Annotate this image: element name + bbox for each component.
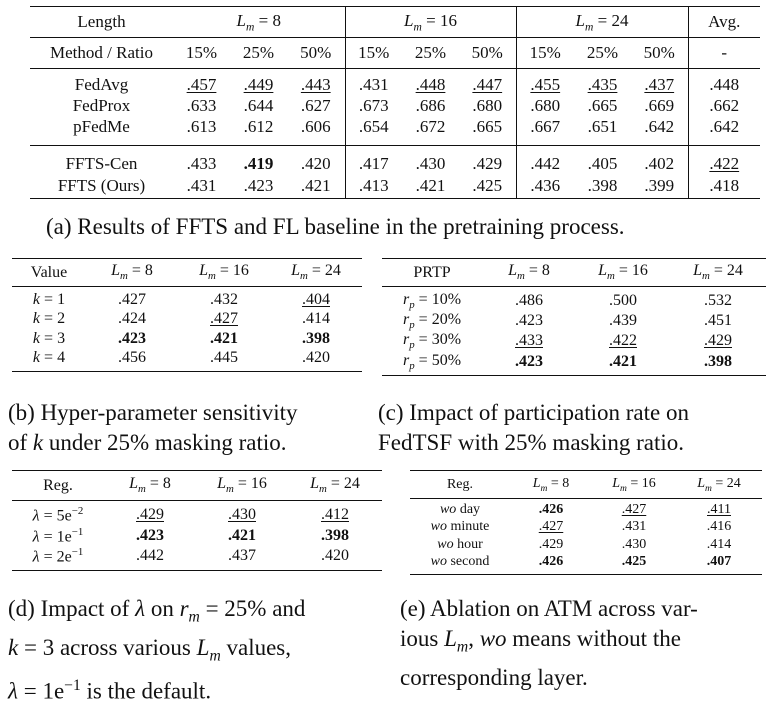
table-row: rp = 10% .486 .500 .532 [402,291,732,312]
ratio-header: 25% [586,43,619,62]
ratio-header: 15% [344,37,402,69]
table-row: FedProx .633 .644 .627 .673 .686 .680 .6… [30,95,760,117]
avg-header: Avg. [687,6,760,38]
table-row: k = 1 .427 .432 .404 [32,291,330,308]
col-header-lm16: Lm = 16 [598,262,648,283]
table-row: λ = 2e−1 .442 .437 .420 [12,546,382,571]
ratio-header: 15% [515,37,574,69]
avg-dash: - [687,37,760,69]
table-row: λ = 5e−2 .429 .430 .412 [32,505,349,525]
table-row: λ = 1e−1 .423 .421 .398 [32,525,349,545]
col-header-lm24: Lm = 24 [693,262,743,283]
table-row: wo day .426 .427 .411 [439,502,731,517]
group-lm16-header: Lm = 16 [344,6,516,38]
table-d: Reg. Lm = 8 Lm = 16 Lm = 24 λ = 5e−2 .42… [12,470,382,571]
table-row: wo second .426 .425 .407 [410,554,762,574]
value-header: Value [30,263,68,281]
table-a: Length Lm = 8 Lm = 16 Lm = 24 Avg. Metho… [30,6,760,199]
col-header-lm24: Lm = 24 [291,262,341,283]
caption-d: (d) Impact of λ on rm = 25% and k = 3 ac… [8,596,306,704]
ratio-header: 25% [414,43,447,62]
table-row: k = 3 .423 .421 .398 [32,330,330,347]
col-header-lm16: Lm = 16 [199,262,249,283]
ratio-header: 15% [185,43,218,62]
col-header-lm8: Lm = 8 [129,475,171,496]
table-c: PRTP Lm = 8 Lm = 16 Lm = 24 rp = 10% .48… [382,258,766,376]
prtp-header: PRTP [413,263,451,281]
table-row: k = 2 .424 .427 .414 [32,310,330,327]
caption-a: (a) Results of FFTS and FL baseline in t… [46,214,625,239]
col-header-lm16: Lm = 16 [217,475,267,496]
table-row: FedAvg .457 .449 .443 .431 .448 .447 .45… [30,68,760,95]
reg-header: Reg. [43,476,73,494]
caption-e: (e) Ablation on ATM across var- ious Lm,… [400,596,698,690]
group-lm8-header: Lm = 8 [236,10,281,34]
ratio-header: 50% [643,43,675,62]
table-row: pFedMe .613 .612 .606 .654 .672 .665 .66… [30,117,760,146]
table-a-grid: Length Lm = 8 Lm = 16 Lm = 24 Avg. Metho… [30,6,760,199]
ratio-header: 25% [242,43,275,62]
table-row: FFTS (Ours) .431 .423 .421 .413 .421 .42… [30,174,760,198]
table-row: k = 4 .456 .445 .420 [12,349,362,371]
col-header-lm16: Lm = 16 [612,475,656,494]
col-header-lm8: Lm = 8 [532,475,570,494]
table-row: rp = 30% .433 .422 .429 [402,331,732,352]
table-row: rp = 50% .423 .421 .398 [382,352,766,376]
table-e: Reg. Lm = 8 Lm = 16 Lm = 24 wo day .426 … [410,470,762,575]
ratio-header: 50% [300,43,332,62]
col-header-lm24: Lm = 24 [697,475,741,494]
group-lm24-header: Lm = 24 [515,6,688,38]
table-row: wo hour .429 .430 .414 [437,537,732,552]
ratio-header: 50% [471,43,503,62]
col-header-lm24: Lm = 24 [310,475,360,496]
col-header-lm8: Lm = 8 [111,262,153,283]
table-row: FFTS-Cen .433 .419 .420 .417 .430 .429 .… [30,145,760,174]
method-ratio-header: Method / Ratio [50,43,153,62]
caption-c: (c) Impact of participation rate on FedT… [378,400,689,455]
length-header: Length [77,12,126,31]
caption-b: (b) Hyper-parameter sensitivity of k und… [8,400,298,455]
table-row: rp = 20% .423 .439 .451 [402,311,732,332]
table-row: wo minute .427 .431 .416 [430,519,732,534]
table-b: Value Lm = 8 Lm = 16 Lm = 24 k = 1 .427 … [12,258,362,372]
reg-header: Reg. [446,476,474,492]
col-header-lm8: Lm = 8 [508,262,550,283]
